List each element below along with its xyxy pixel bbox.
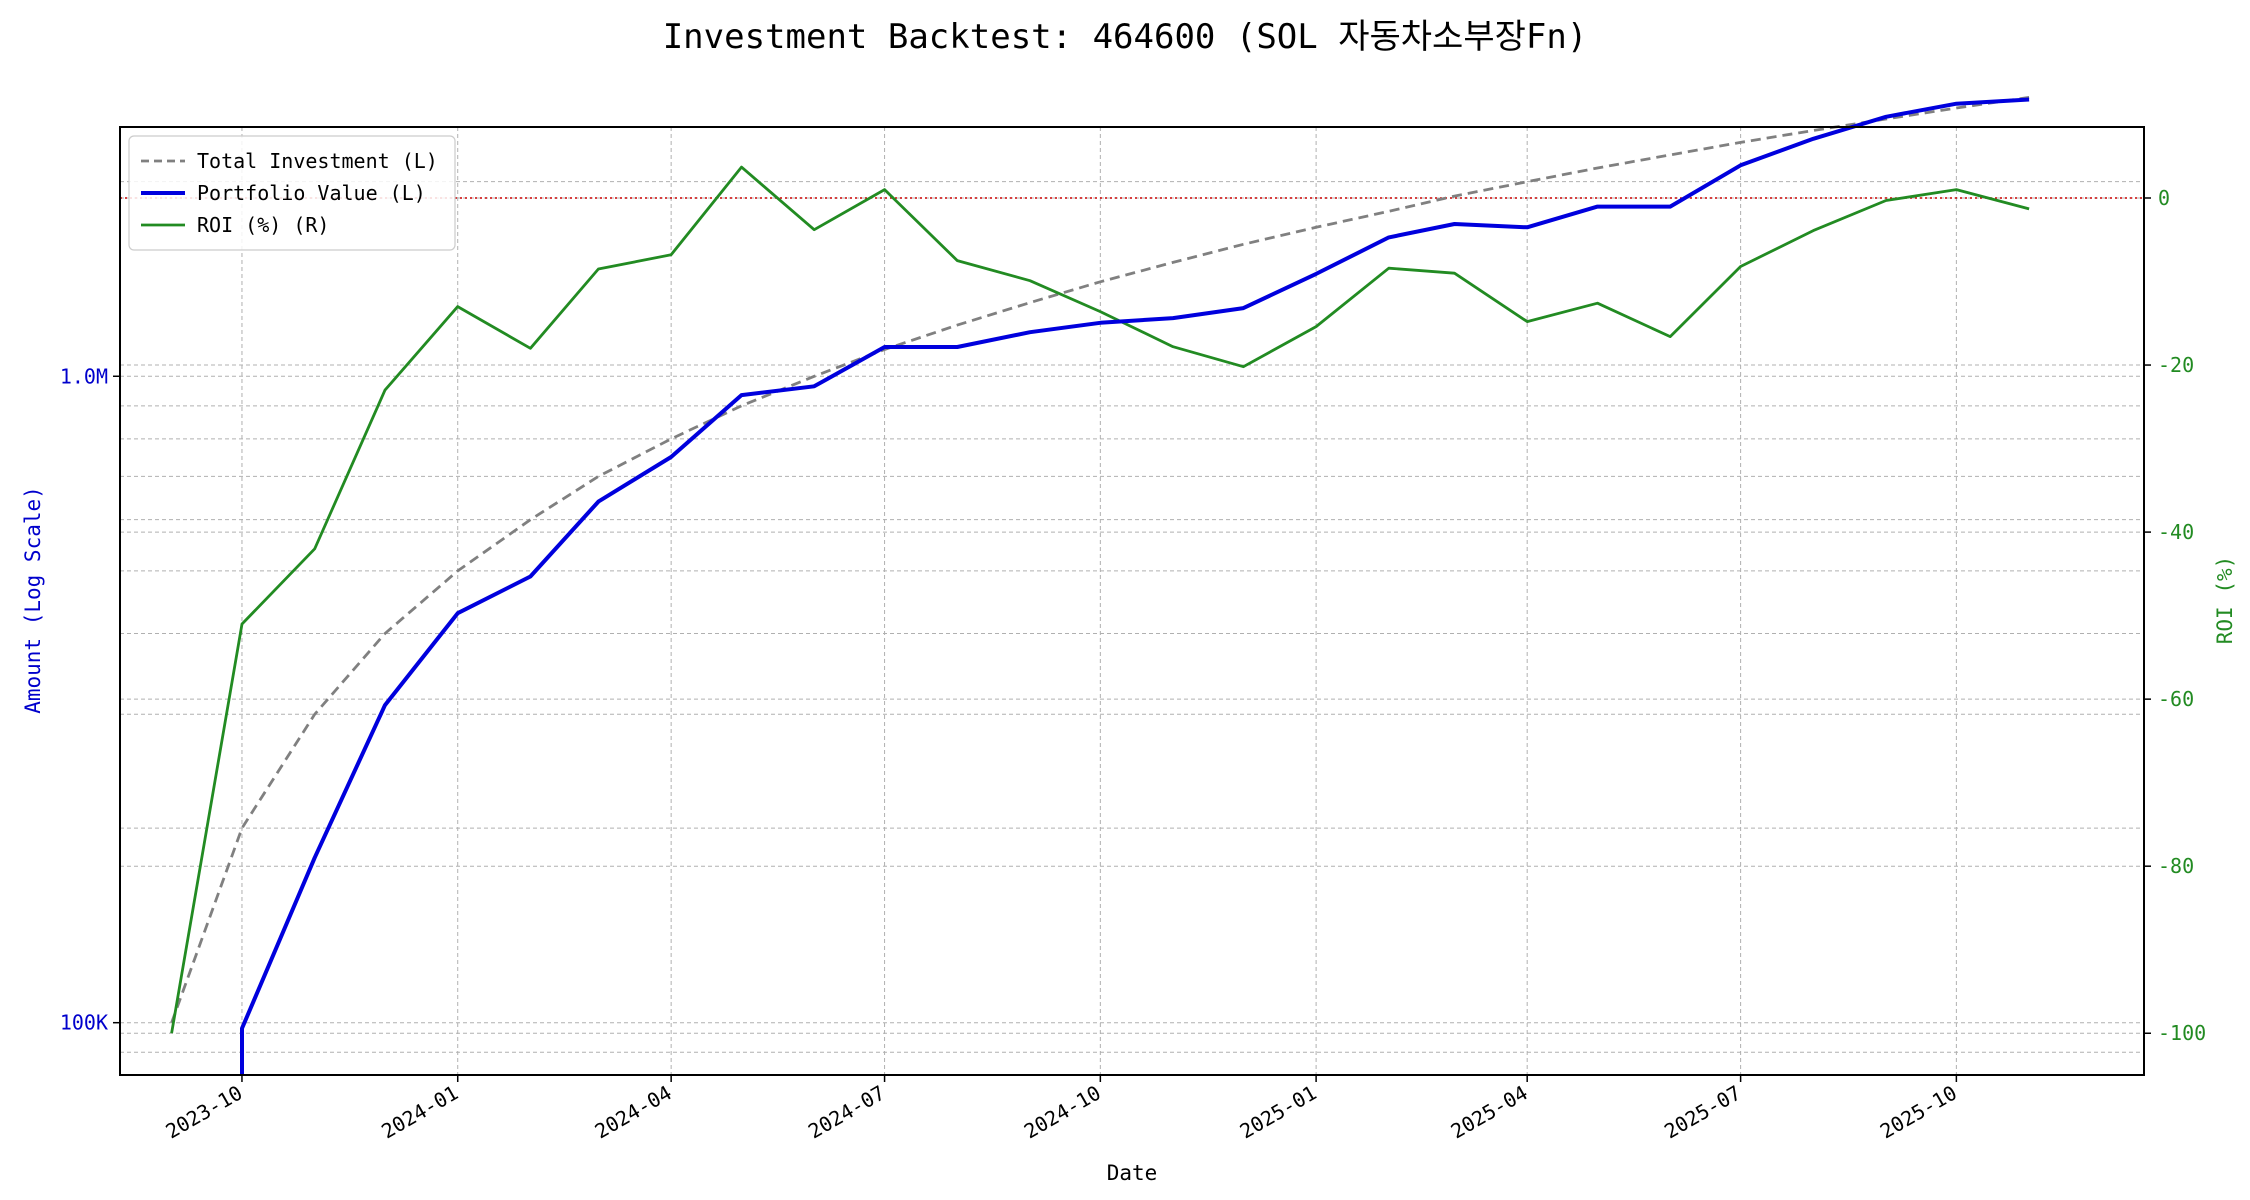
right-tick-label: -80 [2158,854,2194,878]
series-line-2 [170,165,2030,1034]
right-y-axis: 0 -20 -40 -60 -80 -100 [2144,186,2206,1045]
chart-title: Investment Backtest: 464600 (SOL 자동차소부장F… [663,17,1588,57]
series-layer [170,96,2030,1075]
left-y-axis-label: Amount (Log Scale) [21,486,45,714]
right-tick-label: -60 [2158,687,2194,711]
grid [120,127,2144,1075]
legend: Total Investment (L) Portfolio Value (L) R… [128,135,456,251]
right-tick-label: -40 [2158,520,2194,544]
right-tick-label: 0 [2158,186,2170,210]
legend-box [128,135,456,251]
plot-frame [119,126,2145,1076]
legend-label-1: Portfolio Value (L) [197,181,426,205]
left-y-axis: 100K 1.0M [60,364,120,1035]
legend-label-0: Total Investment (L) [197,149,438,173]
x-axis-label: Date [1107,1161,1158,1185]
right-y-axis-label: ROI (%) [2213,556,2237,645]
series-line-1 [240,97,2030,1075]
right-tick-label: -100 [2158,1021,2206,1045]
right-tick-label: -20 [2158,353,2194,377]
left-tick-label: 100K [60,1011,108,1035]
left-tick-label: 1.0M [60,364,108,388]
series-line-0 [170,96,2030,1024]
legend-label-2: ROI (%) (R) [197,213,329,237]
